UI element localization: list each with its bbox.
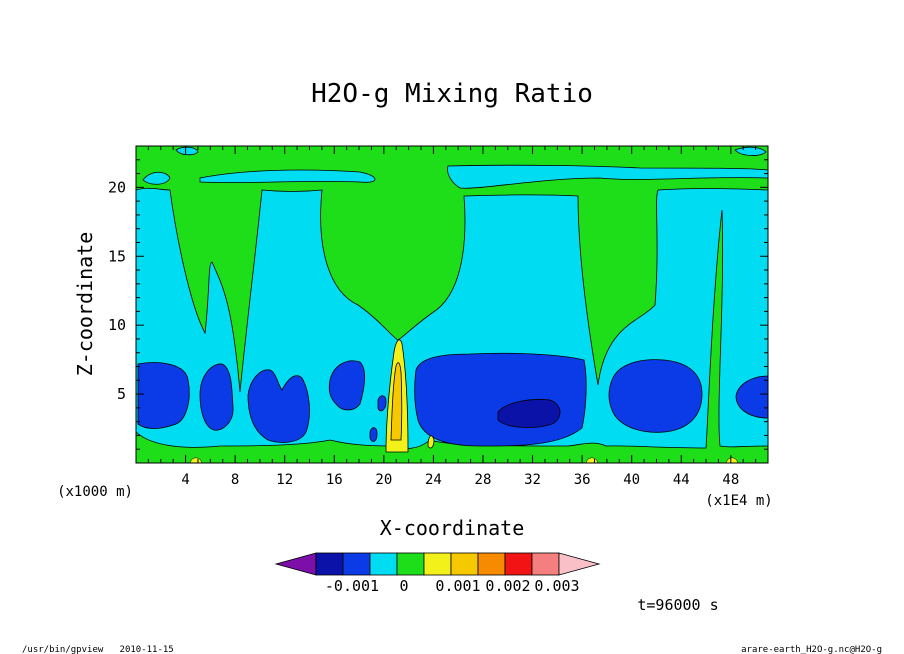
contour-blob-top-left <box>142 171 171 185</box>
colorbar-label: 0.003 <box>534 577 579 595</box>
colorbar-arrow-high <box>558 552 601 576</box>
colorbar-label: 0 <box>399 577 408 595</box>
colorbar-label: 0.002 <box>485 577 530 595</box>
colorbar-swatch <box>369 552 398 576</box>
y-axis-title: Z-coordinate <box>73 232 97 377</box>
colorbar-swatch <box>450 552 479 576</box>
y-tick-label: 10 <box>108 316 126 334</box>
y-tick-label: 5 <box>117 385 126 403</box>
contour-core-7 <box>735 375 769 419</box>
y-axis: 5 10 15 20 <box>108 159 768 450</box>
time-label: t=96000 s <box>637 596 718 614</box>
contour-streak-top <box>199 169 376 183</box>
contour-core-4 <box>328 360 365 411</box>
contour-plume-yellow-small <box>427 435 435 449</box>
contour-core-6 <box>608 359 703 433</box>
x-unit-label: (x1000 m) <box>57 484 133 500</box>
x-tick-label: 28 <box>475 472 492 488</box>
colorbar-label: 0.001 <box>435 577 480 595</box>
contour-blob-top-a <box>175 146 199 156</box>
footer-left: /usr/bin/gpview 2010-11-15 <box>22 645 174 654</box>
contour-plume-orange <box>390 362 403 441</box>
plot-frame <box>135 145 769 464</box>
colorbar-swatch <box>531 552 560 576</box>
contour-streak-top-right <box>447 164 769 189</box>
contour-speck-a <box>377 395 387 412</box>
contour-speck-b <box>369 427 378 442</box>
colorbar-swatch <box>396 552 425 576</box>
x-tick-label: 36 <box>574 472 591 488</box>
colorbar-swatch <box>504 552 533 576</box>
colorbar-swatch <box>342 552 371 576</box>
x-tick-label: 44 <box>673 472 690 488</box>
colorbar-swatch <box>477 552 506 576</box>
colorbar-swatch <box>423 552 452 576</box>
colorbar-swatch <box>315 552 344 576</box>
y-tick-label: 20 <box>108 178 126 196</box>
contour-core-2 <box>199 363 234 431</box>
x-tick-label: 12 <box>276 472 293 488</box>
contour-core-5 <box>414 352 587 447</box>
plot-area <box>135 146 769 464</box>
footer-right: arare-earth_H2O-g.nc@H2O-g <box>741 645 882 654</box>
x-tick-label: 40 <box>623 472 640 488</box>
colorbar-label: -0.001 <box>325 577 379 595</box>
contour-core-3 <box>247 369 310 443</box>
x-scale-label: (x1E4 m) <box>705 493 772 509</box>
colorbar-labels: -0.001 0 0.001 0.002 0.003 <box>325 577 580 595</box>
x-tick-label: 16 <box>326 472 343 488</box>
contour-core-1 <box>137 362 190 429</box>
x-axis: 4 8 12 16 20 24 28 32 36 40 44 48 <box>147 146 757 488</box>
x-axis-title: X-coordinate <box>380 516 525 540</box>
x-tick-label: 24 <box>425 472 442 488</box>
chart-title: H2O-g Mixing Ratio <box>311 79 593 109</box>
x-tick-label: 8 <box>231 472 239 488</box>
x-tick-label: 32 <box>524 472 541 488</box>
x-tick-label: 20 <box>375 472 392 488</box>
x-tick-label: 48 <box>722 472 739 488</box>
x-tick-label: 4 <box>181 472 189 488</box>
colorbar <box>274 552 601 576</box>
colorbar-arrow-low <box>274 552 317 576</box>
contour-core-deep <box>497 399 561 428</box>
y-tick-label: 15 <box>108 247 126 265</box>
